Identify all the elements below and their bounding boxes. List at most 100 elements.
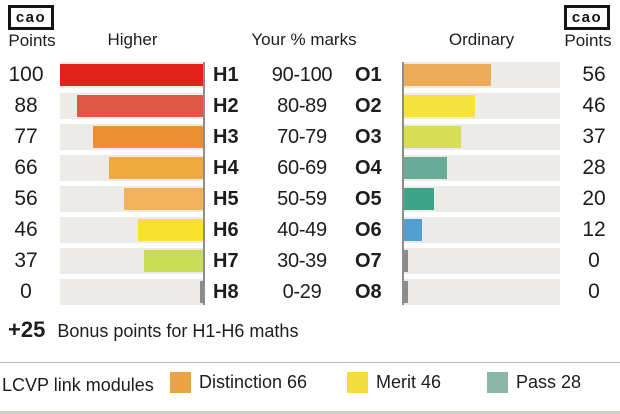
column-header-higher: Higher [107,30,158,49]
higher-bar [77,95,205,117]
ordinary-axis-baseline [402,62,404,305]
bonus-value: +25 [8,317,46,342]
higher-bar-track [60,93,205,119]
higher-bar-track [60,155,205,181]
legend-swatch [487,372,508,393]
ordinary-points-value: 20 [582,187,606,210]
points-label-right: Points [564,31,612,50]
ordinary-grade-label: O3 [355,125,382,148]
higher-bar [123,188,205,210]
legend-label: Pass 28 [516,372,582,392]
legend-label: Merit 46 [376,372,442,392]
legend-item: Distinction 66 [170,372,307,393]
ordinary-bar [403,281,408,303]
grade-row: 100 H1 90-100 O1 56 [0,62,620,88]
ordinary-bar [403,188,435,210]
legend-swatch [347,372,368,393]
cao-logo-left: cao [8,5,54,30]
marks-range-label: 60-69 [277,156,327,179]
grade-row: 46 H6 40-49 O6 12 [0,217,620,243]
ordinary-points-value: 37 [582,125,606,148]
grade-row: 77 H3 70-79 O3 37 [0,124,620,150]
ordinary-bar-track [403,93,560,119]
ordinary-bar-track [403,279,560,305]
higher-axis-baseline [203,62,205,305]
higher-bar-track [60,279,205,305]
higher-grade-label: H1 [213,63,239,86]
grade-row: 0 H8 0-29 O8 0 [0,279,620,305]
higher-bar-track [60,124,205,150]
higher-grade-label: H7 [213,249,239,272]
ordinary-grade-label: O8 [355,280,382,303]
higher-bar [200,281,205,303]
ordinary-bar-track [403,62,560,88]
ordinary-bar-track [403,248,560,274]
higher-grade-label: H8 [213,280,239,303]
ordinary-grade-label: O1 [355,63,382,86]
higher-points-value: 0 [20,280,32,303]
higher-grade-label: H2 [213,94,239,117]
marks-range-label: 70-79 [277,125,327,148]
header: cao Points Higher Your % marks Ordinary … [0,0,620,62]
higher-grade-label: H4 [213,156,239,179]
higher-points-value: 56 [14,187,38,210]
column-header-marks: Your % marks [251,30,357,49]
legend-item: Pass 28 [487,372,581,393]
ordinary-points-value: 0 [588,249,600,272]
legend-item: Merit 46 [347,372,441,393]
lcvp-legend: LCVP link modules Distinction 66 Merit 4… [0,362,620,414]
ordinary-points-value: 46 [582,94,606,117]
ordinary-bar [403,95,476,117]
ordinary-grade-label: O4 [355,156,382,179]
higher-points-value: 88 [14,94,38,117]
ordinary-bar [403,64,491,86]
higher-bar [60,64,205,86]
grade-rows: 100 H1 90-100 O1 56 88 H2 80-89 O2 46 77… [0,62,620,305]
ordinary-bar [403,157,447,179]
marks-range-label: 40-49 [277,218,327,241]
higher-grade-label: H5 [213,187,239,210]
grade-row: 88 H2 80-89 O2 46 [0,93,620,119]
ordinary-grade-label: O7 [355,249,382,272]
ordinary-grade-label: O6 [355,218,382,241]
higher-bar-track [60,62,205,88]
grade-row: 66 H4 60-69 O4 28 [0,155,620,181]
marks-range-label: 90-100 [271,63,333,86]
bonus-note: +25 Bonus points for H1-H6 maths [8,317,620,343]
higher-bar [138,219,205,241]
higher-bar-track [60,186,205,212]
ordinary-bar [403,250,408,272]
higher-points-value: 100 [8,63,44,86]
bonus-text: Bonus points for H1-H6 maths [57,321,299,341]
higher-points-value: 37 [14,249,38,272]
higher-bar [144,250,205,272]
higher-points-value: 46 [14,218,38,241]
ordinary-grade-label: O2 [355,94,382,117]
legend-title: LCVP link modules [2,375,154,395]
higher-bar [93,126,205,148]
marks-range-label: 50-59 [277,187,327,210]
ordinary-points-value: 56 [582,63,606,86]
cao-logo-right: cao [564,5,610,30]
higher-grade-label: H6 [213,218,239,241]
legend-swatch [170,372,191,393]
ordinary-points-value: 12 [582,218,606,241]
marks-range-label: 30-39 [277,249,327,272]
grade-row: 37 H7 30-39 O7 0 [0,248,620,274]
ordinary-bar-track [403,217,560,243]
grade-row: 56 H5 50-59 O5 20 [0,186,620,212]
ordinary-bar [403,126,462,148]
ordinary-bar [403,219,422,241]
legend-label: Distinction 66 [199,372,308,392]
higher-grade-label: H3 [213,125,239,148]
points-label-left: Points [8,31,56,50]
marks-range-label: 80-89 [277,94,327,117]
ordinary-bar-track [403,155,560,181]
higher-bar-track [60,217,205,243]
ordinary-bar-track [403,124,560,150]
higher-points-value: 77 [14,125,38,148]
ordinary-bar-track [403,186,560,212]
higher-bar-track [60,248,205,274]
marks-range-label: 0-29 [282,280,322,303]
ordinary-points-value: 0 [588,280,600,303]
